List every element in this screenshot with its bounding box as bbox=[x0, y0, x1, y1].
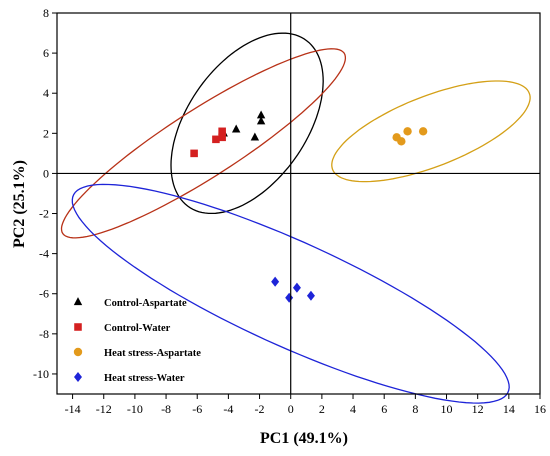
legend-label: Heat stress-Aspartate bbox=[104, 348, 201, 359]
y-tick-label: -4 bbox=[39, 247, 49, 261]
x-tick-label: 12 bbox=[472, 402, 484, 416]
point-heat-stress-water bbox=[285, 292, 294, 303]
plot-frame bbox=[56, 12, 541, 395]
x-tick-label: -10 bbox=[127, 402, 143, 416]
y-tick-label: 4 bbox=[43, 86, 49, 100]
x-tick-label: -2 bbox=[255, 402, 265, 416]
y-tick-label: 6 bbox=[43, 46, 49, 60]
x-axis-title: PC1 (49.1%) bbox=[260, 430, 348, 447]
point-heat-stress-aspartate bbox=[397, 137, 406, 146]
x-tick-label: 4 bbox=[350, 402, 356, 416]
legend-label: Control-Water bbox=[104, 323, 171, 334]
data-points bbox=[190, 110, 428, 303]
y-axis-title: PC2 (25.1%) bbox=[11, 160, 28, 248]
axes: -14 -12 -10 -8 -6 -4 -2 0 2 4 6 8 10 12 14 16 -10 -8 -6 -4 -… bbox=[33, 6, 546, 416]
x-tick-label: 10 bbox=[441, 402, 453, 416]
x-tick-label: -8 bbox=[161, 402, 171, 416]
x-tick-label: -6 bbox=[192, 402, 202, 416]
point-heat-stress-water bbox=[271, 276, 280, 287]
legend-label: Control-Aspartate bbox=[104, 298, 187, 309]
point-control-aspartate bbox=[250, 132, 260, 141]
point-control-water bbox=[190, 149, 198, 158]
legend-marker-heat-stress-water bbox=[74, 371, 82, 383]
ellipse-heat-stress-aspartate bbox=[331, 80, 531, 183]
ellipse-control-aspartate bbox=[170, 32, 324, 215]
legend-marker-heat-stress-aspartate bbox=[73, 347, 83, 357]
x-tick-label: -14 bbox=[65, 402, 81, 416]
y-tick-label: 2 bbox=[43, 126, 49, 140]
point-control-aspartate bbox=[256, 116, 266, 125]
point-control-water bbox=[212, 135, 220, 144]
point-heat-stress-aspartate bbox=[403, 127, 412, 136]
y-tick-label: -6 bbox=[39, 287, 49, 301]
ellipse-control-water bbox=[60, 48, 347, 239]
point-heat-stress-water bbox=[306, 290, 315, 301]
legend-label: Heat stress-Water bbox=[104, 373, 185, 384]
x-tick-label: 8 bbox=[412, 402, 418, 416]
y-tick-label: -8 bbox=[39, 327, 49, 341]
y-tick-label: 0 bbox=[43, 166, 49, 180]
legend-marker-control-water bbox=[74, 323, 82, 331]
point-control-water bbox=[218, 133, 226, 142]
ellipse-heat-stress-water bbox=[71, 183, 510, 404]
legend-marker-control-aspartate bbox=[73, 297, 83, 306]
confidence-ellipses bbox=[60, 32, 531, 404]
point-heat-stress-aspartate bbox=[418, 127, 428, 136]
y-tick-label: -2 bbox=[39, 207, 49, 221]
x-tick-label: -12 bbox=[96, 402, 112, 416]
y-tick-label: 8 bbox=[43, 6, 49, 20]
point-control-aspartate bbox=[256, 110, 266, 119]
legend: Control-Aspartate Control-Water Heat stres… bbox=[73, 297, 201, 384]
y-tick-label: -10 bbox=[33, 367, 49, 381]
point-heat-stress-water bbox=[292, 282, 301, 293]
x-tick-label: 2 bbox=[319, 402, 325, 416]
point-control-water bbox=[218, 127, 226, 136]
point-control-aspartate bbox=[231, 124, 241, 133]
x-tick-label: 6 bbox=[381, 402, 387, 416]
x-tick-label: 14 bbox=[503, 402, 515, 416]
x-tick-label: 16 bbox=[534, 402, 546, 416]
x-tick-label: 0 bbox=[288, 402, 294, 416]
x-tick-label: -4 bbox=[223, 402, 233, 416]
